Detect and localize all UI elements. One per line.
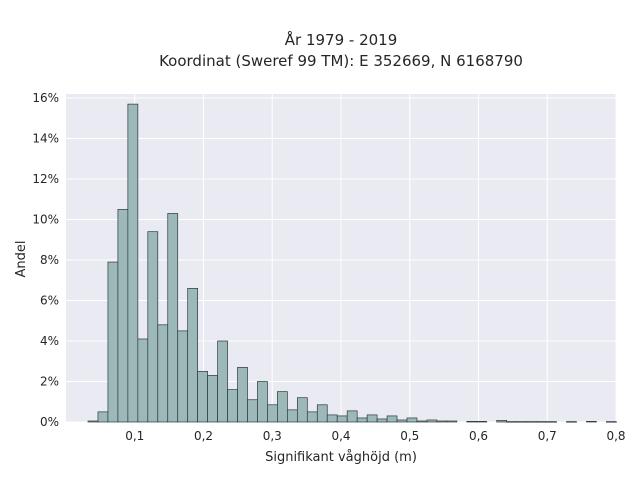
y-tick-label: 10% xyxy=(32,213,59,227)
histogram-bar xyxy=(466,421,478,423)
histogram-bar xyxy=(197,371,208,423)
histogram-bar xyxy=(257,381,268,423)
histogram-bar xyxy=(476,421,488,423)
histogram-bar xyxy=(436,420,448,423)
histogram-bar xyxy=(316,404,328,423)
histogram-bar xyxy=(247,399,258,423)
x-tick-label: 0,8 xyxy=(606,429,625,443)
histogram-bar xyxy=(586,421,597,423)
histogram-bar xyxy=(237,366,248,423)
histogram-bar xyxy=(396,419,408,423)
histogram-bar xyxy=(217,340,228,423)
histogram-bar xyxy=(416,420,428,423)
histogram-bar xyxy=(406,417,418,423)
chart-subtitle: Koordinat (Sweref 99 TM): E 352669, N 61… xyxy=(159,52,523,70)
histogram-bar xyxy=(376,418,388,423)
histogram-bar xyxy=(157,324,169,423)
histogram-bar xyxy=(267,404,278,423)
y-tick-label: 2% xyxy=(40,375,59,389)
y-tick-label: 12% xyxy=(32,172,59,186)
histogram-bar xyxy=(87,420,99,423)
x-tick-label: 0,5 xyxy=(400,429,419,443)
x-tick-label: 0,7 xyxy=(538,429,557,443)
histogram-bar xyxy=(287,409,298,423)
histogram-bar xyxy=(356,417,368,423)
histogram-bar xyxy=(336,415,348,423)
plot-area: 0% 2% 4% 6% 8% 10% 12% 14% 16% 0,1 0,2 0,3 0,4 0,5 0,6… xyxy=(32,91,625,443)
y-tick-label: 6% xyxy=(40,294,59,308)
y-tick-label: 16% xyxy=(32,91,59,105)
histogram-bar xyxy=(177,330,189,423)
histogram-bar xyxy=(526,421,537,423)
y-axis-label: Andel xyxy=(14,241,29,278)
histogram-bar xyxy=(426,419,438,423)
histogram-bar xyxy=(167,213,179,423)
histogram-bar xyxy=(147,231,159,423)
histogram-bar xyxy=(227,389,238,423)
histogram-bar xyxy=(97,411,109,423)
histogram-bar xyxy=(346,410,358,423)
histogram-bar xyxy=(296,397,308,423)
histogram-bar xyxy=(536,421,547,423)
histogram-bar xyxy=(187,288,199,423)
x-tick-label: 0,1 xyxy=(125,429,144,443)
y-tick-label: 4% xyxy=(40,334,59,348)
histogram-bar xyxy=(606,421,617,423)
histogram-bar xyxy=(496,420,508,423)
histogram-bar xyxy=(117,209,129,423)
histogram-bar xyxy=(566,421,577,423)
x-tick-label: 0,4 xyxy=(331,429,350,443)
histogram-bar xyxy=(277,391,288,423)
histogram-bar xyxy=(546,421,557,423)
histogram-bar xyxy=(306,411,318,423)
x-tick-label: 0,2 xyxy=(194,429,213,443)
y-tick-label: 14% xyxy=(32,132,59,146)
y-tick-label: 8% xyxy=(40,253,59,267)
y-tick-label: 0% xyxy=(40,415,59,429)
histogram-bar xyxy=(326,414,338,423)
histogram-bar xyxy=(137,338,149,423)
histogram-bar xyxy=(506,421,518,423)
x-tick-label: 0,3 xyxy=(263,429,282,443)
x-axis-label: Signifikant våghöjd (m) xyxy=(265,450,417,465)
histogram-bar xyxy=(366,414,378,423)
chart-title: År 1979 - 2019 xyxy=(285,30,398,49)
histogram-bar xyxy=(446,420,458,423)
histogram-bar xyxy=(516,421,527,423)
histogram-bar xyxy=(207,375,218,423)
histogram-bar xyxy=(127,103,139,423)
x-tick-label: 0,6 xyxy=(469,429,488,443)
histogram-bar xyxy=(386,415,398,423)
histogram-bar xyxy=(107,261,119,423)
